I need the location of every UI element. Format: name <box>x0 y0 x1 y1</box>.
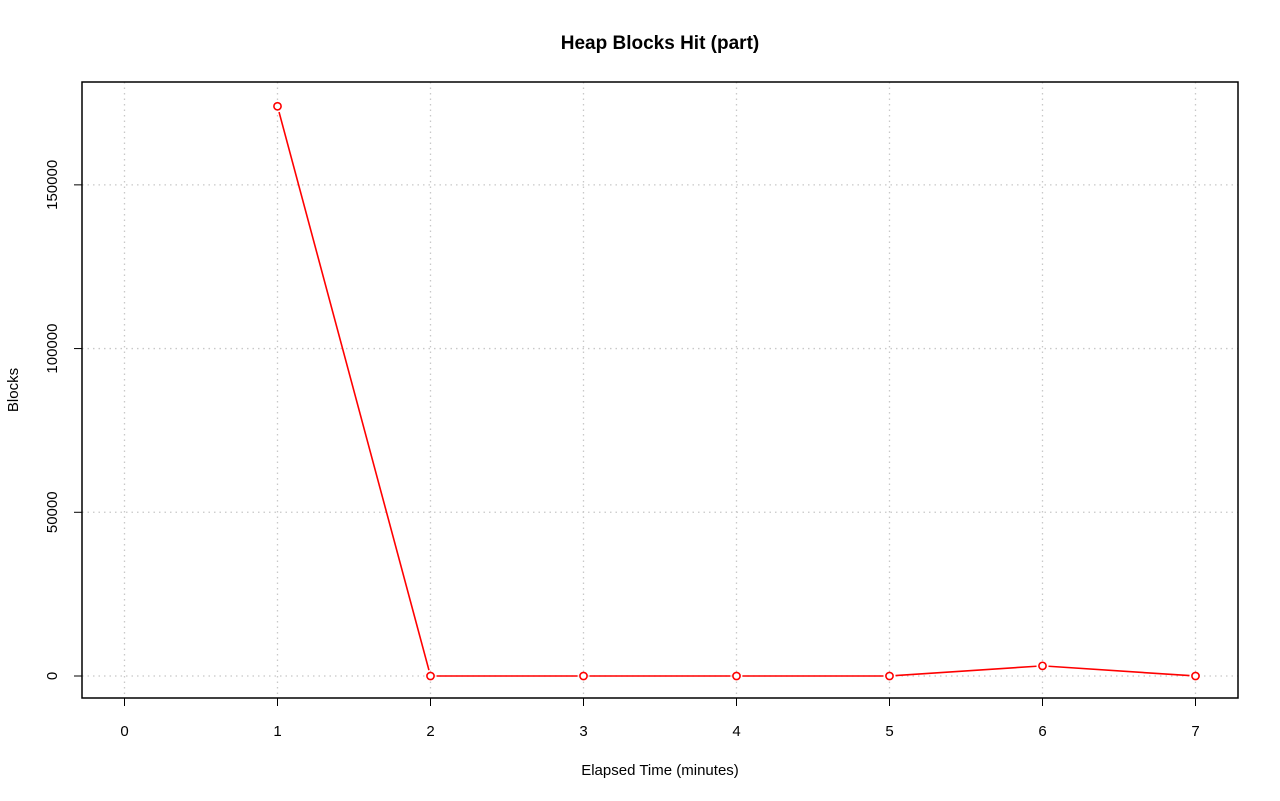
series-layer <box>273 101 1200 681</box>
x-tick-label: 7 <box>1191 723 1199 740</box>
series-line-segment <box>278 111 430 671</box>
x-tick-label: 5 <box>885 723 893 740</box>
x-axis-label: Elapsed Time (minutes) <box>581 762 739 779</box>
y-tick-label: 50000 <box>44 491 61 533</box>
y-axis-label: Blocks <box>5 368 22 412</box>
series-line-segment <box>895 665 1037 677</box>
data-point <box>273 101 282 111</box>
x-tick-label: 0 <box>120 723 128 740</box>
y-tick-label: 100000 <box>44 324 61 374</box>
data-point <box>1038 661 1047 671</box>
x-tick-label: 3 <box>579 723 587 740</box>
series-line-segment <box>1048 665 1190 677</box>
plot-border <box>81 81 1239 699</box>
data-point <box>885 671 894 681</box>
x-tick-label: 2 <box>426 723 434 740</box>
x-axis: 0 1 2 3 4 5 6 7 <box>120 698 1200 740</box>
data-point <box>426 671 435 681</box>
grid-layer <box>82 82 1238 698</box>
data-point <box>732 671 741 681</box>
x-tick-label: 1 <box>273 723 281 740</box>
x-tick-label: 4 <box>732 723 740 740</box>
y-tick-label: 0 <box>44 672 61 680</box>
chart-title: Heap Blocks Hit (part) <box>561 33 759 54</box>
x-tick-label: 6 <box>1038 723 1046 740</box>
y-tick-label: 150000 <box>44 160 61 210</box>
data-point <box>579 671 588 681</box>
data-point <box>1191 671 1200 681</box>
y-axis: 0 50000 100000 150000 <box>44 160 82 680</box>
